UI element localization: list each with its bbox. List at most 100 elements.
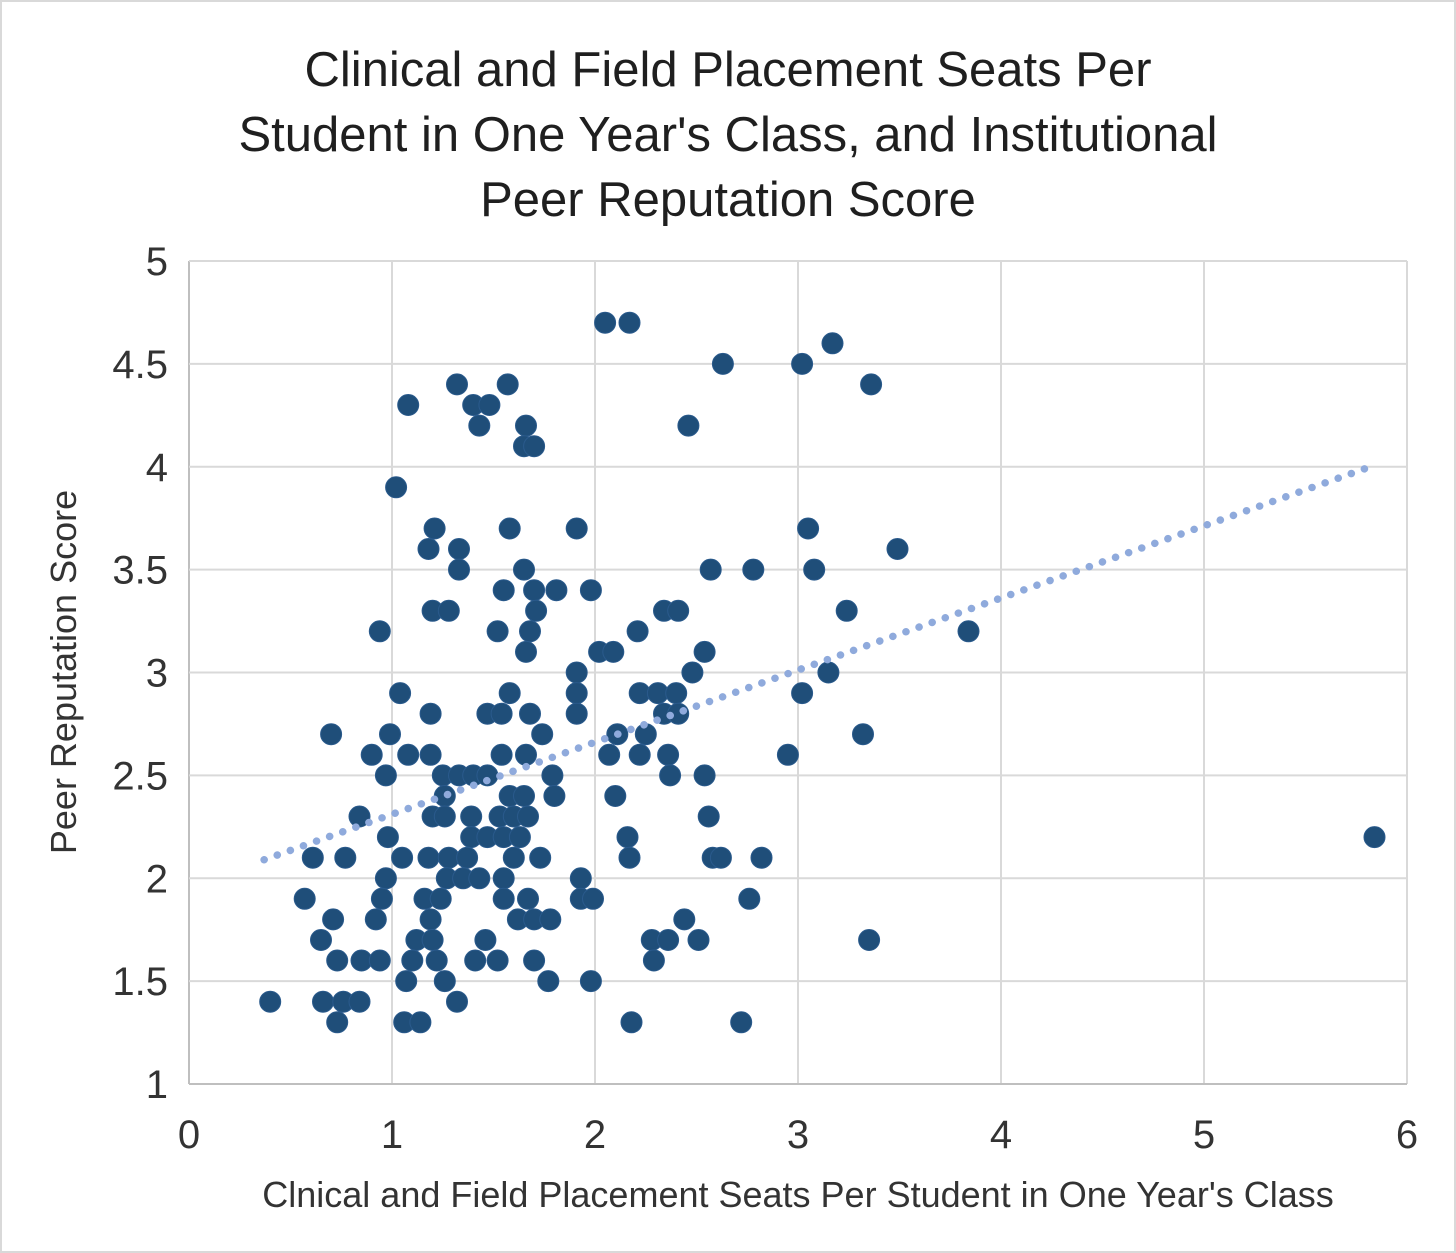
data-point: [525, 599, 548, 622]
data-point: [379, 723, 401, 746]
chart-title-line: Student in One Year's Class, and Institu…: [238, 108, 1217, 162]
data-point: [513, 558, 535, 581]
data-point: [545, 579, 568, 602]
data-point: [565, 661, 588, 684]
data-point: [419, 743, 442, 766]
y-tick-label: 4.5: [112, 343, 168, 387]
data-point: [334, 846, 357, 869]
data-point: [417, 846, 440, 869]
data-point: [665, 682, 688, 705]
data-point: [602, 640, 625, 663]
data-point: [565, 517, 588, 540]
data-point: [738, 887, 761, 910]
data-point: [515, 414, 537, 437]
data-point: [417, 538, 440, 560]
data-point: [697, 805, 720, 828]
data-point: [523, 949, 546, 972]
data-point: [326, 1011, 349, 1034]
data-point: [677, 414, 700, 437]
data-point: [446, 990, 468, 1013]
data-point: [791, 352, 814, 375]
data-point: [490, 702, 513, 725]
data-point: [374, 867, 397, 890]
y-axis-tick-labels: 5 4.5 4 3.5 3 2.5 2 1.5 1: [112, 240, 168, 1107]
data-point: [389, 682, 412, 705]
data-point: [699, 558, 722, 581]
data-point: [508, 826, 531, 849]
data-point: [448, 558, 470, 581]
data-point: [468, 867, 491, 890]
data-point: [423, 517, 446, 540]
data-point: [464, 949, 487, 972]
data-point: [515, 640, 537, 663]
data-point: [565, 682, 588, 705]
data-point: [293, 887, 316, 910]
data-point: [397, 743, 420, 766]
data-point: [433, 805, 456, 828]
data-point: [322, 908, 345, 931]
data-point: [957, 620, 980, 643]
data-point: [360, 743, 383, 766]
y-axis-title: Peer Reputation Score: [43, 490, 84, 854]
data-point: [852, 723, 874, 746]
y-axis-title-text: Peer Reputation Score: [43, 490, 84, 854]
data-point: [496, 373, 519, 396]
data-point: [437, 599, 460, 622]
chart-title-line: Peer Reputation Score: [480, 173, 976, 227]
data-point: [616, 826, 639, 849]
data-point: [776, 743, 799, 766]
data-point: [1363, 826, 1386, 849]
data-point: [368, 949, 391, 972]
data-point: [797, 517, 820, 540]
x-tick-label: 6: [1396, 1113, 1418, 1157]
data-point: [301, 846, 324, 869]
data-point: [539, 908, 562, 931]
y-tick-label: 3.5: [112, 549, 168, 593]
data-point: [604, 785, 627, 807]
data-point: [529, 846, 552, 869]
data-point: [817, 661, 840, 684]
data-point: [821, 332, 844, 355]
data-point: [419, 908, 442, 931]
data-point: [456, 846, 479, 869]
data-point: [657, 743, 680, 766]
data-point: [673, 908, 696, 931]
x-axis-tick-labels: 0 1 2 3 4 5 6: [178, 1113, 1418, 1157]
dotted-trendline: [260, 463, 1375, 864]
data-point: [693, 640, 716, 663]
data-point: [446, 373, 468, 396]
x-axis-title: Clnical and Field Placement Seats Per St…: [262, 1174, 1333, 1215]
data-point: [401, 949, 424, 972]
data-point: [419, 702, 442, 725]
data-point: [397, 394, 420, 416]
data-point: [730, 1011, 753, 1034]
data-point: [448, 538, 470, 560]
data-point: [492, 887, 515, 910]
data-point: [364, 908, 387, 931]
data-point: [517, 887, 539, 910]
data-point: [620, 1011, 643, 1034]
data-point: [519, 702, 541, 725]
scatter-points: [259, 311, 1386, 1034]
data-point: [395, 970, 418, 993]
data-point: [498, 517, 521, 540]
data-point: [626, 620, 649, 643]
data-point: [711, 352, 734, 375]
data-point: [579, 579, 602, 602]
y-tick-label: 3: [146, 652, 168, 696]
x-tick-label: 2: [584, 1113, 606, 1157]
data-point: [376, 826, 399, 849]
y-tick-label: 2.5: [112, 754, 168, 798]
data-point: [659, 764, 682, 787]
trendline: [260, 463, 1375, 864]
data-point: [687, 929, 710, 951]
data-point: [523, 579, 546, 602]
data-point: [681, 661, 704, 684]
data-point: [742, 558, 765, 581]
y-tick-label: 1.5: [112, 960, 168, 1004]
data-point: [490, 743, 513, 766]
data-point: [409, 1011, 432, 1034]
